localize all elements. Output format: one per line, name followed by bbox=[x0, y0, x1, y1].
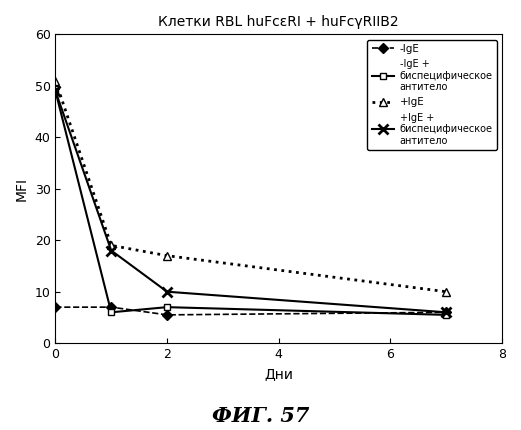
X-axis label: Дни: Дни bbox=[264, 367, 293, 381]
Text: ФИГ. 57: ФИГ. 57 bbox=[212, 405, 309, 426]
Legend: -IgE, -IgE +
биспецифическое
антитело, +IgE, +IgE +
биспецифическое
антитело: -IgE, -IgE + биспецифическое антитело, +… bbox=[367, 40, 497, 150]
Y-axis label: MFI: MFI bbox=[15, 177, 29, 201]
Title: Клетки RBL huFcεRI + huFcγRIIB2: Клетки RBL huFcεRI + huFcγRIIB2 bbox=[158, 15, 399, 29]
